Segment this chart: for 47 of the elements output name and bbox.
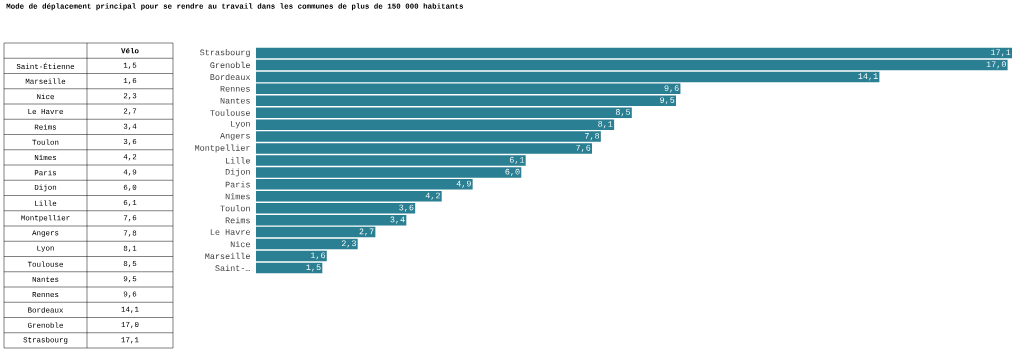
bar <box>256 238 358 250</box>
y-tick-label: Paris <box>225 181 250 188</box>
bar <box>256 47 1013 59</box>
bar <box>256 262 323 274</box>
y-tick-label: Angers <box>220 132 250 141</box>
data-label: 7,6 <box>576 144 591 153</box>
bar <box>256 214 407 226</box>
y-tick-label: Lyon <box>231 120 250 129</box>
y-tick-label: Rennes <box>220 85 250 92</box>
bar <box>256 250 327 262</box>
y-tick-label: Nantes <box>220 97 250 104</box>
data-label: 1,5 <box>306 264 321 272</box>
data-label: 2,3 <box>341 240 356 248</box>
data-label: 7,8 <box>585 132 600 141</box>
y-tick-label: Strasbourg <box>200 49 250 57</box>
y-tick-label: Lille <box>226 157 250 164</box>
data-label: 8,1 <box>598 121 613 129</box>
data-label: 17,1 <box>991 49 1011 57</box>
bar <box>256 226 376 238</box>
y-tick-label: Nîmes <box>225 193 250 200</box>
y-tick-label: Reims <box>225 217 250 224</box>
data-label: 4,9 <box>456 180 471 188</box>
data-label: 1,6 <box>310 252 325 260</box>
data-label: 6,0 <box>505 168 520 176</box>
bar <box>256 59 1008 71</box>
y-tick-label: Toulouse <box>210 109 250 116</box>
data-label: 3,4 <box>390 216 405 224</box>
y-tick-label: Dijon <box>225 168 250 177</box>
y-tick-label: Bordeaux <box>210 73 251 80</box>
data-label: 14,1 <box>858 73 878 81</box>
data-label: 3,6 <box>399 204 414 212</box>
y-tick-label: Grenoble <box>210 61 250 69</box>
data-label: 8,5 <box>615 109 631 117</box>
y-tick-label: Marseille <box>205 252 250 260</box>
bar <box>256 71 880 83</box>
bar <box>256 83 681 95</box>
data-label: 9,5 <box>660 97 675 105</box>
y-tick-label: Toulon <box>220 205 250 212</box>
data-label: 17,0 <box>986 61 1006 69</box>
data-label: 9,6 <box>664 85 679 93</box>
data-label: 2,7 <box>359 228 374 236</box>
y-tick-label: Le Havre <box>210 229 250 235</box>
data-label: 4,2 <box>425 192 440 200</box>
y-tick-label: Montpellier <box>195 144 250 153</box>
y-tick-label: Saint-… <box>215 264 250 272</box>
y-tick-label: Nice <box>230 240 250 248</box>
data-label: 6,1 <box>509 156 525 165</box>
